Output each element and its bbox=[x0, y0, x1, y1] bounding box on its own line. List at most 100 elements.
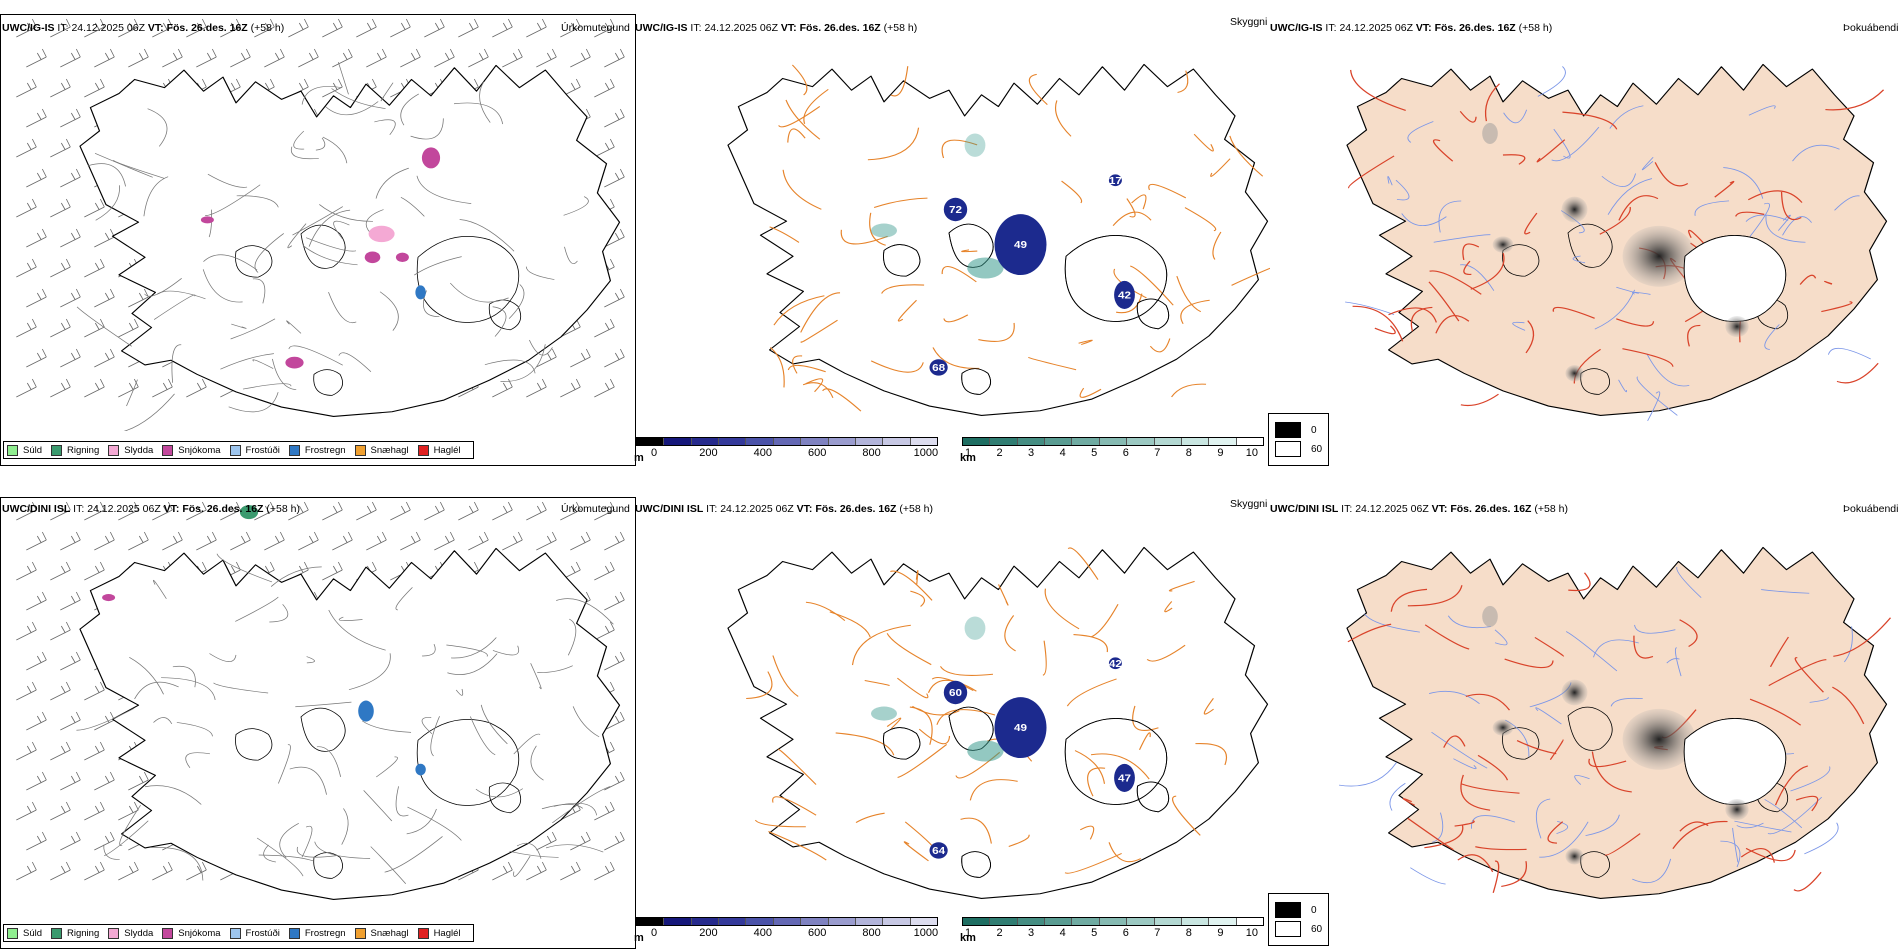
colorbar-tick-label: 800 bbox=[862, 447, 881, 459]
vis-title-row1: Skyggni bbox=[1230, 16, 1268, 28]
precip-legend-item: Frostúði bbox=[229, 444, 280, 456]
fog-panel-row2 bbox=[1268, 497, 1900, 947]
colorbar-swatch bbox=[719, 918, 747, 925]
visibility-value-label: 68 bbox=[932, 362, 945, 373]
legend-swatch bbox=[1275, 422, 1301, 438]
colorbar-swatch bbox=[691, 918, 720, 925]
colorbar-swatch bbox=[773, 918, 802, 925]
legend-label: 60 bbox=[1311, 443, 1323, 455]
precip-map bbox=[16, 501, 625, 900]
visibility-blob bbox=[943, 680, 968, 705]
visibility-colorbar: 1 2 3 4 5 6 7 8 9 10 km bbox=[960, 437, 1264, 464]
legend-label: Rigning bbox=[67, 444, 100, 456]
precip-header-row1: UWC/IG-IS IT: 24.12.2025 06Z VT: Fös. 26… bbox=[2, 22, 285, 34]
colorbar-swatch bbox=[1209, 918, 1237, 925]
colorbar-tick-label: 8 bbox=[1185, 447, 1192, 459]
legend-label: Rigning bbox=[67, 927, 100, 939]
colorbar-tick-label: 200 bbox=[699, 927, 718, 939]
legend-swatch bbox=[229, 927, 241, 939]
colorbar-tick-label: 600 bbox=[808, 447, 827, 459]
colorbar-tick-label: 2 bbox=[996, 927, 1003, 939]
fog-map bbox=[1338, 546, 1892, 899]
legend-swatch bbox=[162, 927, 174, 939]
legend-swatch bbox=[229, 444, 241, 456]
colorbar-unit: km bbox=[960, 452, 976, 464]
colorbar-swatch bbox=[664, 438, 692, 445]
visibility-blob bbox=[1108, 174, 1122, 187]
legend-swatch bbox=[108, 444, 120, 456]
legend-label: Snæhagl bbox=[370, 927, 409, 939]
colorbar-tick-label: 1000 bbox=[913, 927, 939, 939]
colorbar-tick-label: 3 bbox=[1028, 927, 1035, 939]
precip-legend-item: Rigning bbox=[51, 444, 100, 456]
cloud-legend-item: 0 bbox=[1275, 902, 1322, 918]
colorbar-tick-label: 800 bbox=[862, 927, 881, 939]
fog-header-row1: UWC/IG-IS IT: 24.12.2025 06Z VT: Fös. 26… bbox=[1270, 22, 1553, 34]
colorbar-tick-label: 600 bbox=[808, 927, 827, 939]
fog-header-row2: UWC/DINI ISL IT: 24.12.2025 06Z VT: Fös.… bbox=[1270, 503, 1568, 515]
precip-header-row2: UWC/DINI ISL IT: 24.12.2025 06Z VT: Fös.… bbox=[2, 503, 300, 515]
colorbar-unit: m bbox=[634, 452, 644, 464]
colorbar-swatch bbox=[1017, 918, 1046, 925]
precip-legend-item: Rigning bbox=[51, 927, 100, 939]
colorbar-swatch bbox=[963, 918, 991, 925]
colorbar-swatch bbox=[990, 438, 1018, 445]
legend-swatch bbox=[51, 927, 63, 939]
visibility-blob bbox=[994, 697, 1047, 759]
legend-swatch bbox=[1275, 902, 1301, 918]
legend-label: Slydda bbox=[124, 927, 154, 939]
precip-panel-row1: Súld Rigning Slydda Snjókoma Frostúði Frostre… bbox=[0, 14, 636, 466]
precip-legend-item: Súld bbox=[7, 444, 42, 456]
visibility-blob bbox=[929, 359, 948, 376]
colorbar-swatch bbox=[1045, 438, 1073, 445]
colorbar-swatch bbox=[1099, 438, 1128, 445]
vis-title-row2: Skyggni bbox=[1230, 498, 1268, 510]
colorbar-swatch bbox=[664, 918, 692, 925]
colorbar-swatch bbox=[910, 438, 937, 445]
colorbar-swatch bbox=[1181, 438, 1210, 445]
precip-legend-item: Frostúði bbox=[229, 927, 280, 939]
colorbar-swatch bbox=[1072, 438, 1100, 445]
cloud-base-colorbar: 0 200 400 600 800 1000 m bbox=[634, 437, 939, 464]
precip-legend-item: Slydda bbox=[108, 444, 154, 456]
colorbar-swatch bbox=[1099, 918, 1128, 925]
colorbar-swatch bbox=[1181, 918, 1210, 925]
colorbar-tick-label: 200 bbox=[699, 447, 718, 459]
colorbar-swatch bbox=[1127, 438, 1155, 445]
colorbar-tick-label: 5 bbox=[1091, 447, 1098, 459]
colorbar-unit: km bbox=[960, 932, 976, 944]
colorbar-tick-label: 7 bbox=[1154, 927, 1161, 939]
colorbar-tick-label: 400 bbox=[753, 447, 773, 459]
colorbar-swatch bbox=[1045, 918, 1073, 925]
colorbar-swatch bbox=[1154, 918, 1182, 925]
colorbar-tick-label: 0 bbox=[651, 447, 658, 459]
precip-legend: Súld Rigning Slydda Snjókoma Frostúði Frostre… bbox=[3, 924, 474, 942]
legend-label: Slydda bbox=[124, 444, 154, 456]
visibility-value-label: 47 bbox=[1118, 773, 1131, 784]
cloud-legend-item: 60 bbox=[1275, 441, 1322, 457]
legend-swatch bbox=[1275, 921, 1301, 937]
colorbar-swatch bbox=[828, 438, 856, 445]
colorbar-swatch bbox=[801, 438, 829, 445]
legend-label: Snæhagl bbox=[370, 444, 409, 456]
colorbar-tick-label: 9 bbox=[1217, 927, 1224, 939]
vis-panel-row2: 49 60 64 42 47 bbox=[634, 497, 1270, 947]
legend-label: 0 bbox=[1311, 904, 1317, 916]
colorbar-tick-label: 1000 bbox=[913, 447, 939, 459]
precip-title-row2: Úrkomutegund bbox=[561, 503, 630, 515]
colorbar-swatch bbox=[990, 918, 1018, 925]
colorbar-swatch bbox=[883, 438, 911, 445]
colorbar-swatch bbox=[746, 438, 774, 445]
legend-label: Haglél bbox=[433, 444, 461, 456]
precip-panel-row2: Súld Rigning Slydda Snjókoma Frostúði Frostre… bbox=[0, 497, 636, 949]
colorbar-swatch bbox=[828, 918, 856, 925]
colorbar-swatch bbox=[719, 438, 747, 445]
fog-panel-row1 bbox=[1268, 14, 1900, 464]
legend-label: Snjókoma bbox=[178, 927, 221, 939]
vis-header-row2: UWC/DINI ISL IT: 24.12.2025 06Z VT: Fös.… bbox=[635, 503, 933, 515]
cloud-cover-legend: 0 60 bbox=[1268, 893, 1330, 946]
precip-legend-item: Frostregn bbox=[288, 927, 346, 939]
legend-label: 60 bbox=[1311, 923, 1323, 935]
legend-label: Haglél bbox=[433, 927, 461, 939]
legend-swatch bbox=[162, 444, 174, 456]
